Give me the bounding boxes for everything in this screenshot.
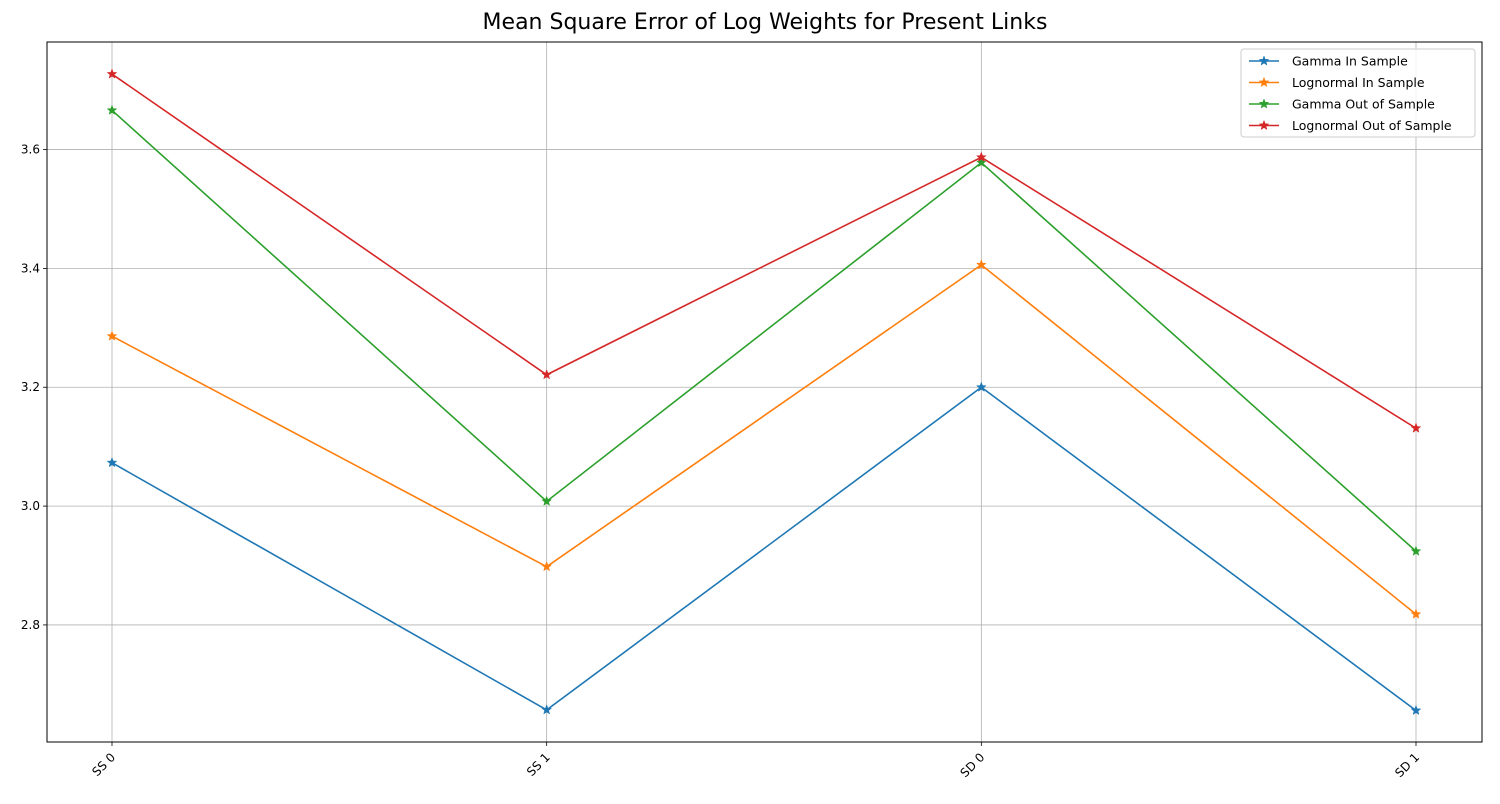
- legend-box: [1240, 48, 1476, 138]
- legend-marker: [1258, 98, 1270, 109]
- series-group: [106, 104, 1422, 556]
- data-point-marker: [975, 156, 987, 168]
- series-line: [111, 73, 1417, 429]
- data-point-marker: [975, 151, 987, 162]
- plot-area-frame: [46, 41, 1483, 743]
- data-point-marker: [1410, 422, 1422, 433]
- series-lines: [106, 68, 1422, 716]
- x-tick-label: SD 0: [958, 750, 988, 780]
- y-tick-label: 3.4: [21, 261, 40, 275]
- legend: Gamma In Sample Lognormal In Sample Gamma …: [1240, 48, 1476, 138]
- data-point-marker: [1410, 545, 1422, 556]
- legend-label: Gamma In Sample: [1292, 54, 1408, 69]
- legend-label: Lognormal In Sample: [1292, 75, 1425, 90]
- legend-label: Gamma Out of Sample: [1292, 97, 1435, 112]
- legend-marker: [1258, 119, 1270, 131]
- legend-marker: [1258, 76, 1270, 88]
- y-tick-label: 3.6: [21, 143, 40, 157]
- axis-ticks: SS 0 SS 1 SD 0 SD 1 2.8 3.0 3.2 3.4 3.6: [21, 143, 1422, 781]
- series-line: [111, 386, 1417, 712]
- data-point-marker: [106, 68, 118, 79]
- y-tick-label: 2.8: [21, 618, 40, 632]
- data-point-marker: [975, 259, 987, 270]
- data-point-marker: [106, 330, 118, 341]
- x-tick-label: SD 1: [1392, 750, 1422, 780]
- series-line: [111, 263, 1417, 615]
- data-point-marker: [106, 456, 118, 468]
- data-point-marker: [106, 104, 118, 115]
- series-group: [106, 381, 1422, 716]
- data-point-marker: [1410, 704, 1422, 716]
- y-tick-label: 3.2: [21, 380, 40, 394]
- data-point-marker: [541, 560, 553, 572]
- data-point-marker: [541, 369, 553, 380]
- series-group: [106, 259, 1422, 619]
- data-point-marker: [541, 704, 553, 715]
- y-tick-label: 3.0: [21, 499, 40, 513]
- series-group: [106, 68, 1422, 433]
- legend-marker: [1258, 55, 1270, 66]
- legend-label: Lognormal Out of Sample: [1292, 118, 1452, 133]
- x-tick-label: SS 1: [524, 750, 553, 779]
- chart-title: Mean Square Error of Log Weights for Pre…: [482, 10, 1048, 35]
- series-line: [111, 109, 1417, 552]
- x-tick-label: SS 0: [89, 750, 118, 779]
- data-point-marker: [1410, 608, 1422, 619]
- data-point-marker: [541, 495, 553, 506]
- data-point-marker: [975, 381, 987, 392]
- grid-lines: [47, 42, 1482, 742]
